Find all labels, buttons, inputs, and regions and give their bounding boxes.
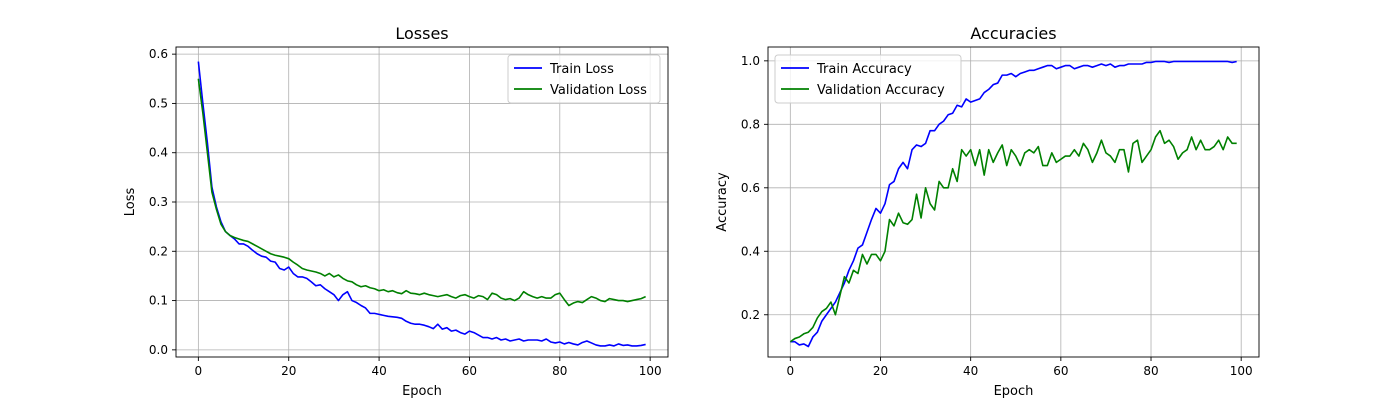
accuracies-ytick-label-4: 1.0 [741,54,760,68]
losses-title: Losses [395,24,448,43]
accuracies-legend-box [774,54,962,104]
losses-legend-label-validation: Validation Loss [550,83,647,98]
accuracies-axes-frame [767,46,1260,358]
accuracies-y-axis-label: Accuracy [715,172,730,232]
accuracies-series-validation-line [789,129,1237,343]
losses-ytick-label-4: 0.4 [149,146,168,160]
losses-series-train-line [197,61,646,347]
accuracies-legend-label-validation: Validation Accuracy [817,83,945,98]
accuracies-ytick-label-3: 0.8 [741,117,760,131]
accuracies-legend-label-train: Train Accuracy [816,62,912,77]
losses-ytick-label-0: 0.0 [149,343,168,357]
accuracies-x-axis-label: Epoch [994,384,1034,399]
losses-legend: Train Loss Validation Loss [507,54,661,104]
losses-xtick-label-4: 80 [552,364,567,378]
accuracies-xtick-label-3: 60 [1053,364,1068,378]
losses-xtick-label-2: 40 [371,364,386,378]
losses-xtick-label-1: 20 [281,364,296,378]
accuracies-xtick-label-2: 40 [963,364,978,378]
accuracies-chart: 0 20 40 60 80 100 0.2 0.4 0.6 0.8 1.0 Accuracies Epo… [715,24,1260,399]
accuracies-ytick-label-0: 0.2 [741,308,760,322]
accuracies-ytick-label-1: 0.4 [741,244,760,258]
losses-ytick-label-5: 0.5 [149,96,168,110]
accuracies-xtick-label-0: 0 [786,364,794,378]
losses-series-validation-line [197,78,646,307]
losses-xtick-label-5: 100 [639,364,662,378]
accuracies-series-train-line [790,60,1237,348]
losses-ytick-label-6: 0.6 [149,47,168,61]
accuracies-legend: Train Accuracy Validation Accuracy [774,54,962,104]
losses-xtick-label-3: 60 [462,364,477,378]
losses-legend-label-train: Train Loss [549,62,614,77]
losses-chart: 0 20 40 60 80 100 0.0 0.1 0.2 0.3 0.4 0.5 0.6 Losses E… [123,24,669,399]
losses-ytick-label-3: 0.3 [149,195,168,209]
accuracies-xtick-label-4: 80 [1143,364,1158,378]
accuracies-title: Accuracies [970,24,1056,43]
losses-xtick-label-0: 0 [195,364,203,378]
accuracies-ytick-label-2: 0.6 [741,181,760,195]
accuracies-xtick-label-1: 20 [873,364,888,378]
losses-x-axis-label: Epoch [402,384,442,399]
losses-ytick-label-1: 0.1 [149,294,168,308]
losses-y-axis-label: Loss [123,188,138,217]
losses-ytick-label-2: 0.2 [149,244,168,258]
accuracies-xtick-label-5: 100 [1230,364,1253,378]
losses-legend-box [507,54,661,104]
